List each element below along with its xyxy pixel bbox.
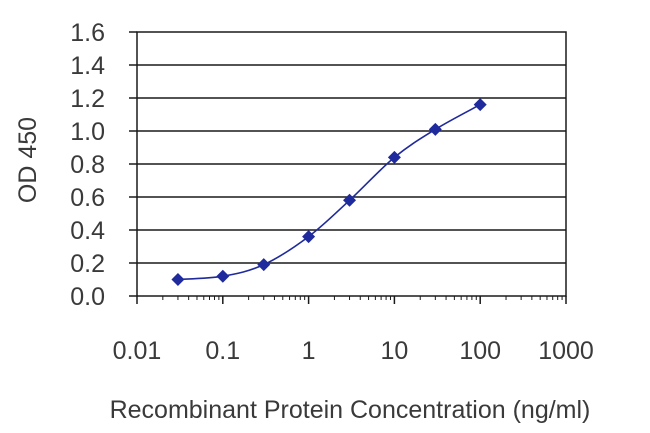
series-group [171,98,487,286]
x-tick-label: 1 [302,337,316,365]
y-tick-label: 1.2 [70,85,105,113]
data-point [171,273,185,286]
x-axis-title: Recombinant Protein Concentration (ng/ml… [110,396,591,424]
x-tick-label: 10 [380,337,408,365]
data-point [216,269,230,283]
y-axis-title: OD 450 [14,117,42,203]
y-tick-label: 1.4 [70,52,105,80]
data-point [343,193,357,207]
y-tick-label: 0.0 [70,283,105,311]
y-tick-label: 1.0 [70,118,105,146]
x-tick-label: 1000 [538,337,594,365]
data-point [473,98,487,112]
x-tick-label: 100 [459,337,501,365]
y-tick-label: 0.6 [70,184,105,212]
data-point [257,258,271,272]
x-tick-label: 0.1 [205,337,240,365]
data-point [302,230,316,244]
y-tick-label: 0.4 [70,217,105,245]
gridlines [137,64,566,264]
y-tick-label: 0.2 [70,250,105,278]
data-point [387,150,401,164]
y-tick-label: 0.8 [70,151,105,179]
x-tick-label: 0.01 [113,337,162,365]
y-tick-label: 1.6 [70,19,105,47]
x-axis-ticks: 0.01 0.1 1 10 100 1000 [113,296,594,365]
y-axis-ticks: 0.0 0.2 0.4 0.6 0.8 1.0 1.2 1.4 1.6 [70,19,137,311]
data-point [428,122,442,136]
